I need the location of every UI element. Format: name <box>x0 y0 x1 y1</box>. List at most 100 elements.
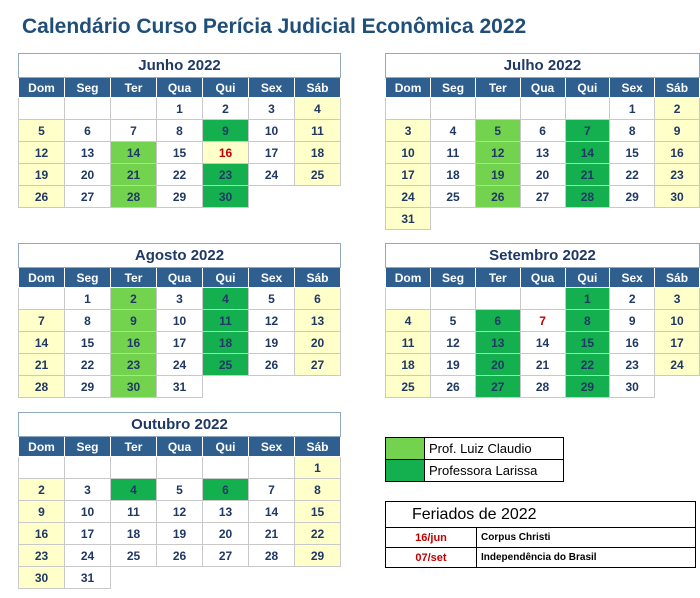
day-cell <box>248 185 295 208</box>
day-cell <box>110 456 157 479</box>
day-cell: 18 <box>110 522 157 545</box>
day-cell: 25 <box>202 353 249 376</box>
day-cell: 21 <box>519 353 566 376</box>
day-cell: 28 <box>248 544 295 567</box>
day-cell: 28 <box>110 185 157 208</box>
day-cell <box>654 375 700 398</box>
holiday-date: 07/set <box>385 547 477 568</box>
day-cell: 23 <box>202 163 249 186</box>
day-cell: 17 <box>384 163 432 186</box>
weekday-header: Qui <box>564 77 611 98</box>
weekday-header: Dom <box>18 436 65 457</box>
weekday-header: Qui <box>202 267 249 288</box>
weekday-header: Qua <box>156 267 203 288</box>
day-cell: 7 <box>564 119 611 142</box>
day-cell: 27 <box>519 185 566 208</box>
day-cell: 15 <box>609 141 656 164</box>
holiday-name: Independência do Brasil <box>476 547 696 568</box>
day-cell: 12 <box>430 331 476 354</box>
legend-row-larissa: Professora Larissa <box>385 459 564 482</box>
day-cell: 24 <box>64 544 111 567</box>
day-cell <box>202 456 249 479</box>
day-cell: 6 <box>64 119 111 142</box>
day-cell: 2 <box>18 478 65 501</box>
day-cell: 10 <box>248 119 295 142</box>
day-cell: 19 <box>156 522 203 545</box>
weekday-header: Seg <box>430 77 476 98</box>
day-cell: 1 <box>609 97 656 120</box>
day-cell <box>202 566 249 589</box>
day-cell: 23 <box>609 353 656 376</box>
weekday-header: Qua <box>519 77 566 98</box>
day-cell <box>294 566 341 589</box>
day-cell: 13 <box>294 309 341 332</box>
day-cell: 3 <box>64 478 111 501</box>
day-cell: 23 <box>110 353 157 376</box>
page-title: Calendário Curso Perícia Judicial Econôm… <box>22 15 527 38</box>
day-cell: 7 <box>248 478 295 501</box>
day-cell: 23 <box>18 544 65 567</box>
day-cell: 5 <box>430 309 476 332</box>
weekday-header: Dom <box>18 77 65 98</box>
day-cell: 21 <box>564 163 611 186</box>
day-cell: 18 <box>430 163 476 186</box>
day-cell: 31 <box>156 375 203 398</box>
day-cell: 18 <box>202 331 249 354</box>
day-cell: 4 <box>110 478 157 501</box>
weekday-header: Qua <box>156 77 203 98</box>
day-cell: 30 <box>609 375 656 398</box>
day-cell: 29 <box>64 375 111 398</box>
day-cell: 17 <box>156 331 203 354</box>
day-cell: 4 <box>384 309 432 332</box>
day-cell: 12 <box>248 309 295 332</box>
weekday-header: Sex <box>248 436 295 457</box>
day-cell <box>248 566 295 589</box>
day-cell: 8 <box>294 478 341 501</box>
day-cell: 5 <box>18 119 65 142</box>
day-cell: 7 <box>110 119 157 142</box>
day-cell: 16 <box>18 522 65 545</box>
day-cell: 1 <box>294 456 341 479</box>
day-cell: 14 <box>564 141 611 164</box>
day-cell: 17 <box>248 141 295 164</box>
holiday-date: 16/jun <box>385 527 477 548</box>
day-cell: 3 <box>156 287 203 310</box>
day-cell: 2 <box>202 97 249 120</box>
day-cell: 2 <box>654 97 700 120</box>
day-cell: 27 <box>64 185 111 208</box>
day-cell: 13 <box>519 141 566 164</box>
day-cell <box>654 207 700 230</box>
legend-label-luiz: Prof. Luiz Claudio <box>424 437 564 460</box>
day-cell: 16 <box>110 331 157 354</box>
holiday-row: 16/jun Corpus Christi <box>385 527 696 548</box>
day-cell: 30 <box>110 375 157 398</box>
calendar-agosto: Agosto 2022 Dom Seg Ter Qua Qui Sex Sáb 1 2 3 4 5 6 7 8… <box>18 243 341 398</box>
day-cell: 15 <box>294 500 341 523</box>
legend-swatch-larissa <box>385 459 425 482</box>
day-cell: 16 <box>609 331 656 354</box>
month-title: Outubro 2022 <box>18 412 341 437</box>
month-title: Junho 2022 <box>18 53 341 78</box>
legend-swatch-luiz <box>385 437 425 460</box>
day-cell <box>519 97 566 120</box>
day-cell: 1 <box>564 287 611 310</box>
day-cell: 19 <box>474 163 521 186</box>
day-cell: 28 <box>519 375 566 398</box>
day-cell: 8 <box>156 119 203 142</box>
day-cell: 9 <box>654 119 700 142</box>
day-cell: 17 <box>654 331 700 354</box>
day-cell <box>110 566 157 589</box>
day-cell: 3 <box>384 119 432 142</box>
weekday-header: Ter <box>110 267 157 288</box>
weekday-header: Sáb <box>294 436 341 457</box>
day-cell: 24 <box>654 353 700 376</box>
day-cell: 12 <box>18 141 65 164</box>
day-cell: 13 <box>474 331 521 354</box>
day-cell: 18 <box>294 141 341 164</box>
weekday-header: Qua <box>156 436 203 457</box>
day-cell <box>384 97 432 120</box>
day-cell <box>475 207 521 230</box>
day-cell: 10 <box>654 309 700 332</box>
day-cell: 4 <box>202 287 249 310</box>
day-cell <box>564 97 611 120</box>
